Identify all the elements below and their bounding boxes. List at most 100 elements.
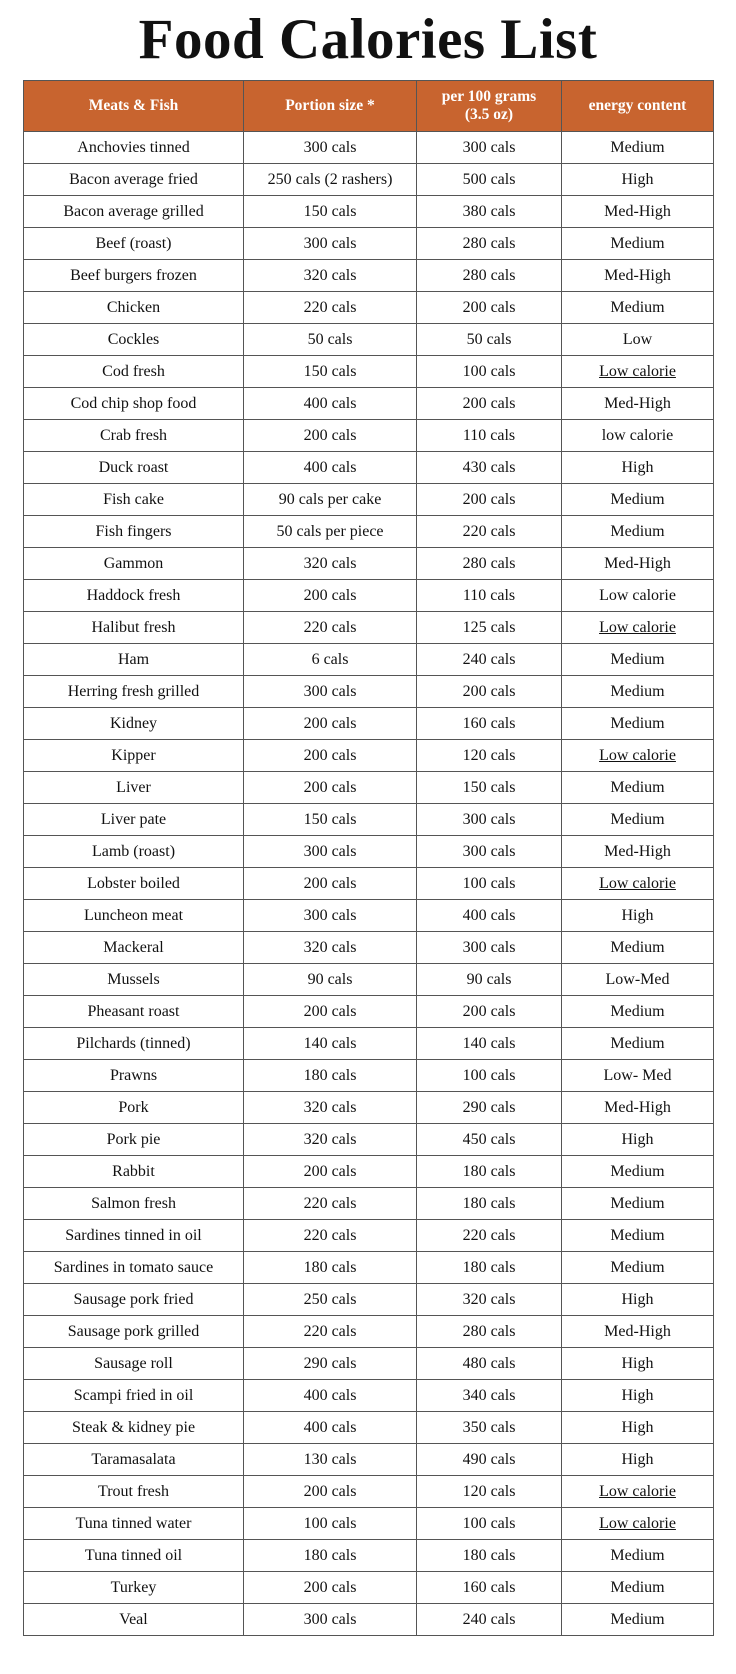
- portion-size-cell: 300 cals: [243, 227, 417, 260]
- food-name-cell: Tuna tinned water: [23, 1507, 244, 1540]
- per-100g-cell: 140 cals: [416, 1027, 562, 1060]
- table-row: Pork pie 320 cals 450 cals High: [23, 1123, 714, 1156]
- table-row: Gammon 320 cals 280 cals Med-High: [23, 547, 714, 580]
- per-100g-cell: 200 cals: [416, 675, 562, 708]
- energy-content-cell: Low calorie: [561, 355, 714, 388]
- portion-size-cell: 50 cals: [243, 323, 417, 356]
- portion-size-cell: 220 cals: [243, 1315, 417, 1348]
- energy-content-cell: Low calorie: [561, 611, 714, 644]
- portion-size-cell: 100 cals: [243, 1507, 417, 1540]
- per-100g-cell: 300 cals: [416, 803, 562, 836]
- energy-content-cell: Medium: [561, 1187, 714, 1220]
- per-100g-cell: 300 cals: [416, 131, 562, 164]
- portion-size-cell: 290 cals: [243, 1347, 417, 1380]
- table-row: Kidney 200 cals 160 cals Medium: [23, 707, 714, 740]
- per-100g-cell: 200 cals: [416, 483, 562, 516]
- energy-content-cell: Medium: [561, 483, 714, 516]
- per-100g-cell: 180 cals: [416, 1187, 562, 1220]
- energy-content-cell: Medium: [561, 675, 714, 708]
- energy-content-cell: Medium: [561, 515, 714, 548]
- table-row: Turkey 200 cals 160 cals Medium: [23, 1571, 714, 1604]
- food-name-cell: Pork pie: [23, 1123, 244, 1156]
- portion-size-cell: 220 cals: [243, 291, 417, 324]
- portion-size-cell: 220 cals: [243, 1187, 417, 1220]
- column-header-food: Meats & Fish: [23, 80, 244, 132]
- table-row: Luncheon meat 300 cals 400 cals High: [23, 899, 714, 932]
- food-name-cell: Sardines in tomato sauce: [23, 1251, 244, 1284]
- food-name-cell: Trout fresh: [23, 1475, 244, 1508]
- portion-size-cell: 400 cals: [243, 387, 417, 420]
- food-name-cell: Prawns: [23, 1059, 244, 1092]
- per-100g-cell: 120 cals: [416, 1475, 562, 1508]
- energy-content-cell: low calorie: [561, 419, 714, 452]
- food-name-cell: Haddock fresh: [23, 579, 244, 612]
- table-row: Lobster boiled 200 cals 100 cals Low calori…: [23, 867, 714, 900]
- portion-size-cell: 200 cals: [243, 739, 417, 772]
- table-row: Bacon average fried 250 cals (2 rashers) 5…: [23, 163, 714, 196]
- energy-content-cell: Med-High: [561, 547, 714, 580]
- food-name-cell: Cod fresh: [23, 355, 244, 388]
- energy-content-cell: Medium: [561, 227, 714, 260]
- energy-content-cell: Med-High: [561, 259, 714, 292]
- portion-size-cell: 150 cals: [243, 195, 417, 228]
- per-100g-cell: 280 cals: [416, 1315, 562, 1348]
- table-row: Crab fresh 200 cals 110 cals low calorie: [23, 419, 714, 452]
- food-name-cell: Mussels: [23, 963, 244, 996]
- food-name-cell: Duck roast: [23, 451, 244, 484]
- portion-size-cell: 50 cals per piece: [243, 515, 417, 548]
- portion-size-cell: 320 cals: [243, 547, 417, 580]
- energy-content-cell: Low: [561, 323, 714, 356]
- table-row: Chicken 220 cals 200 cals Medium: [23, 291, 714, 324]
- food-name-cell: Gammon: [23, 547, 244, 580]
- table-row: Halibut fresh 220 cals 125 cals Low calorie: [23, 611, 714, 644]
- per-100g-cell: 240 cals: [416, 1603, 562, 1636]
- food-name-cell: Bacon average fried: [23, 163, 244, 196]
- per-100g-cell: 380 cals: [416, 195, 562, 228]
- table-row: Tuna tinned water 100 cals 100 cals Low cal…: [23, 1507, 714, 1540]
- table-row: Pilchards (tinned) 140 cals 140 cals Medium: [23, 1027, 714, 1060]
- energy-content-cell: Med-High: [561, 387, 714, 420]
- per-100g-cell: 300 cals: [416, 835, 562, 868]
- energy-content-cell: High: [561, 163, 714, 196]
- food-name-cell: Luncheon meat: [23, 899, 244, 932]
- portion-size-cell: 400 cals: [243, 451, 417, 484]
- energy-content-cell: Medium: [561, 1603, 714, 1636]
- food-name-cell: Turkey: [23, 1571, 244, 1604]
- portion-size-cell: 250 cals (2 rashers): [243, 163, 417, 196]
- table-row: Liver pate 150 cals 300 cals Medium: [23, 803, 714, 836]
- per-100g-cell: 200 cals: [416, 995, 562, 1028]
- food-name-cell: Sausage pork grilled: [23, 1315, 244, 1348]
- per-100g-cell: 100 cals: [416, 867, 562, 900]
- energy-content-cell: High: [561, 1411, 714, 1444]
- portion-size-cell: 130 cals: [243, 1443, 417, 1476]
- energy-content-cell: Medium: [561, 707, 714, 740]
- food-name-cell: Fish cake: [23, 483, 244, 516]
- energy-content-cell: Medium: [561, 291, 714, 324]
- energy-content-cell: Medium: [561, 1219, 714, 1252]
- table-row: Beef burgers frozen 320 cals 280 cals Med-H…: [23, 259, 714, 292]
- per-100g-cell: 480 cals: [416, 1347, 562, 1380]
- calories-table: Meats & Fish Portion size * per 100 gram…: [23, 80, 714, 1636]
- table-row: Sausage roll 290 cals 480 cals High: [23, 1347, 714, 1380]
- energy-content-cell: Medium: [561, 995, 714, 1028]
- energy-content-cell: Low calorie: [561, 579, 714, 612]
- portion-size-cell: 200 cals: [243, 867, 417, 900]
- table-row: Tuna tinned oil 180 cals 180 cals Medium: [23, 1539, 714, 1572]
- portion-size-cell: 250 cals: [243, 1283, 417, 1316]
- per-100g-cell: 220 cals: [416, 515, 562, 548]
- food-name-cell: Halibut fresh: [23, 611, 244, 644]
- table-row: Herring fresh grilled 300 cals 200 cals Med…: [23, 675, 714, 708]
- per-100g-cell: 180 cals: [416, 1251, 562, 1284]
- food-name-cell: Chicken: [23, 291, 244, 324]
- portion-size-cell: 320 cals: [243, 259, 417, 292]
- table-row: Sardines tinned in oil 220 cals 220 cals Me…: [23, 1219, 714, 1252]
- energy-content-cell: Med-High: [561, 835, 714, 868]
- food-name-cell: Tuna tinned oil: [23, 1539, 244, 1572]
- food-name-cell: Pilchards (tinned): [23, 1027, 244, 1060]
- per-100g-cell: 160 cals: [416, 1571, 562, 1604]
- per-100g-cell: 300 cals: [416, 931, 562, 964]
- table-row: Cod chip shop food 400 cals 200 cals Med-Hi…: [23, 387, 714, 420]
- table-row: Taramasalata 130 cals 490 cals High: [23, 1443, 714, 1476]
- food-name-cell: Anchovies tinned: [23, 131, 244, 164]
- table-row: Duck roast 400 cals 430 cals High: [23, 451, 714, 484]
